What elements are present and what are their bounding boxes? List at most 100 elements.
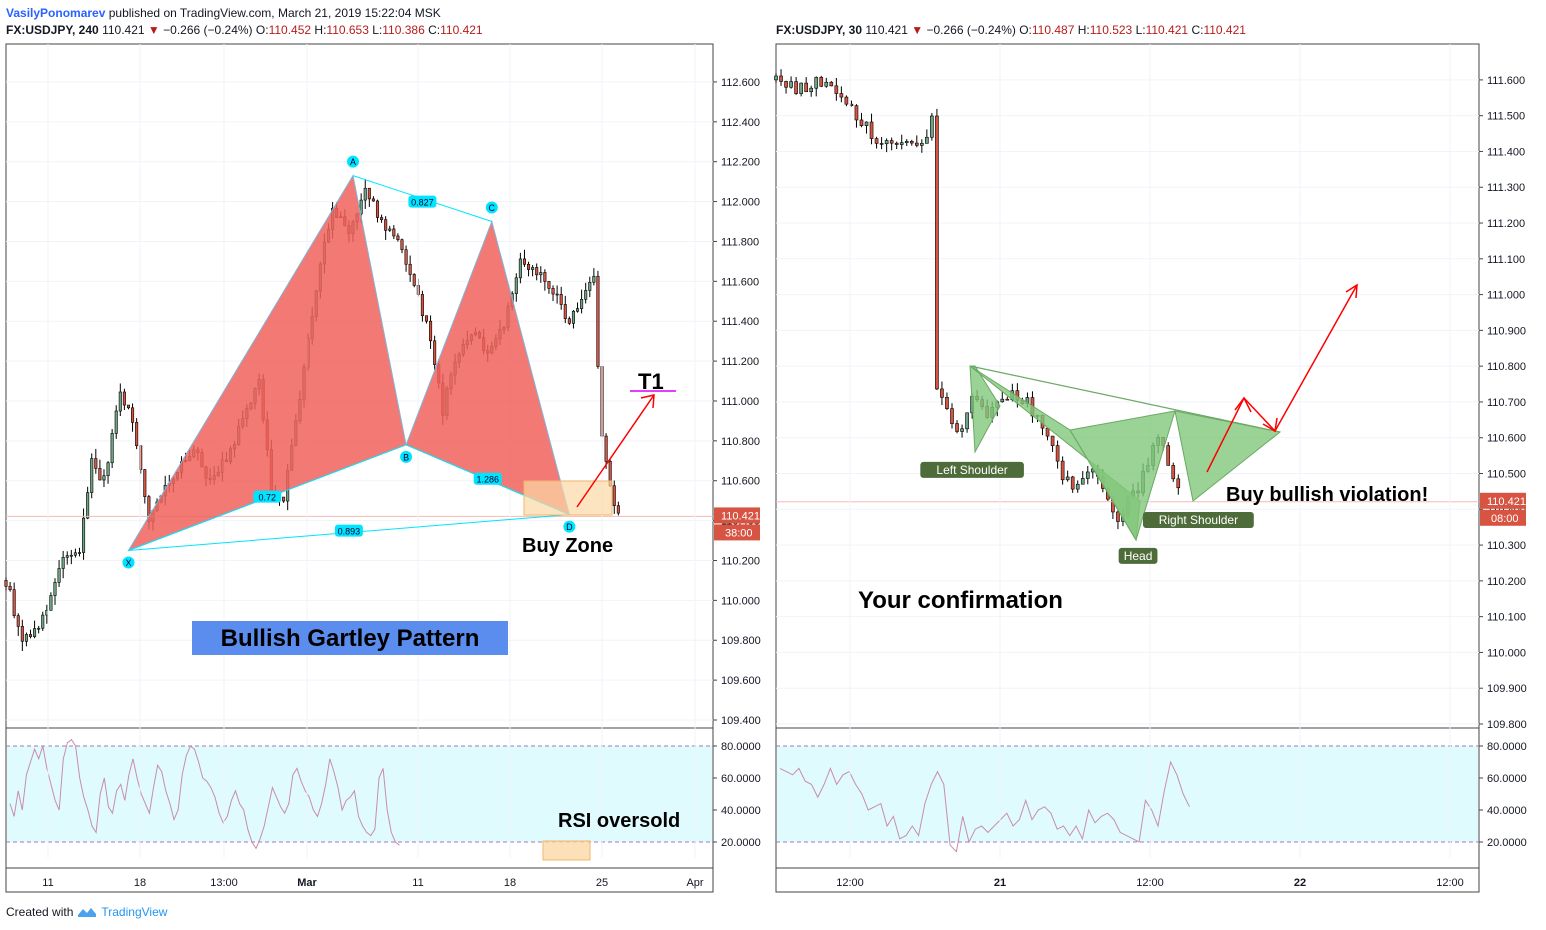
candle-body xyxy=(433,340,437,365)
candle-body xyxy=(143,469,147,497)
candle-body xyxy=(894,142,899,145)
ratio-badge xyxy=(253,490,282,503)
y-tick-label: 112.000 xyxy=(721,197,760,209)
pattern-point-marker xyxy=(563,520,576,533)
candle-body xyxy=(616,505,620,514)
candle-body xyxy=(396,235,400,241)
hs-left-shoulder xyxy=(969,365,1001,454)
pattern-point-label: A xyxy=(350,157,356,167)
ratio-label: 1.286 xyxy=(476,475,499,485)
l-label: L: xyxy=(1135,23,1146,37)
candle-body xyxy=(612,485,616,506)
candle-body xyxy=(16,615,20,627)
hs-label: Left Shoulder xyxy=(936,463,1007,477)
candle-body xyxy=(563,304,567,319)
candle-body xyxy=(392,228,396,237)
publish-line: VasilyPonomarev published on TradingView… xyxy=(6,6,441,20)
y-tick-label: 110.200 xyxy=(721,555,760,567)
candle-body xyxy=(799,82,803,94)
candle-body xyxy=(135,422,139,447)
candle-body xyxy=(551,288,555,295)
candle-body xyxy=(102,475,106,481)
candle-body xyxy=(945,397,949,409)
pattern-point-marker xyxy=(400,450,413,463)
candle-body xyxy=(547,281,551,289)
candle-body xyxy=(874,138,879,144)
y-tick-label: 110.600 xyxy=(1487,433,1526,445)
candle-body xyxy=(1055,445,1060,462)
x-tick-label: 12:00 xyxy=(1136,877,1164,889)
candle-body xyxy=(1080,478,1085,485)
pattern-point-label: C xyxy=(489,203,496,213)
target-arrow xyxy=(576,394,655,508)
right-symbol[interactable]: FX:USDJPY, 30 xyxy=(776,23,863,37)
candle-body xyxy=(1166,445,1171,466)
author-link[interactable]: VasilyPonomarev xyxy=(6,6,106,20)
candle-body xyxy=(1070,476,1075,490)
rsi-band xyxy=(7,746,712,842)
right-change: −0.266 (−0.24%) xyxy=(926,23,1016,37)
left-close: 110.421 xyxy=(440,23,483,37)
left-chart[interactable]: 112.600 112.400 112.200 112.000 111.800 111.6… xyxy=(0,40,768,900)
candle-body xyxy=(834,85,839,94)
candle-body xyxy=(388,228,392,231)
candle-body xyxy=(904,141,909,143)
candle-body xyxy=(839,93,844,98)
y-tick-label: 110.800 xyxy=(1487,361,1526,373)
candle-body xyxy=(37,627,41,630)
price-tag xyxy=(714,507,760,524)
candle-body xyxy=(106,462,110,477)
y-tick-label: 110.200 xyxy=(1487,576,1526,588)
candle-body xyxy=(28,634,33,637)
y-tick-label: 111.400 xyxy=(1487,146,1525,158)
left-symbol[interactable]: FX:USDJPY, 240 xyxy=(6,23,99,37)
y-tick-label: 111.100 xyxy=(1487,254,1525,266)
hs-label-box xyxy=(1143,512,1254,529)
candle-body xyxy=(384,219,388,231)
countdown-label: 38:00 xyxy=(725,527,753,539)
candle-body xyxy=(69,554,73,557)
countdown-label: 08:00 xyxy=(1491,513,1519,525)
neckline xyxy=(969,365,1281,433)
candle-body xyxy=(1116,511,1120,522)
candle-body xyxy=(824,81,829,87)
candle-body xyxy=(854,105,859,121)
countdown-tag xyxy=(1480,509,1526,526)
candle-body xyxy=(82,517,86,553)
candle-body xyxy=(359,199,363,215)
y-tick-label: 111.600 xyxy=(1487,75,1525,87)
rsi-tick-label: 40.0000 xyxy=(721,805,761,817)
right-chart[interactable]: 111.600 111.500 111.400 111.300 111.200 111.1… xyxy=(770,40,1540,900)
candle-body xyxy=(543,272,547,282)
ratio-label: 0.893 xyxy=(338,527,361,537)
candle-body xyxy=(940,388,944,398)
h-label: H: xyxy=(314,23,327,37)
rsi-tick-label: 80.0000 xyxy=(721,741,761,753)
candle-body xyxy=(53,582,57,596)
y-tick-label: 109.400 xyxy=(721,715,761,727)
candle-body xyxy=(375,200,380,218)
footer-brand[interactable]: TradingView xyxy=(101,905,168,919)
candle-body xyxy=(86,492,90,519)
y-tick-label: 110.300 xyxy=(1487,540,1526,552)
y-tick-label: 109.900 xyxy=(1487,683,1527,695)
candle-body xyxy=(24,634,28,642)
hs-right-shoulder xyxy=(1174,410,1282,502)
buy-zone-box xyxy=(523,480,613,516)
x-tick-label: 12:00 xyxy=(1436,877,1464,889)
y-tick-label: 111.300 xyxy=(1487,182,1525,194)
y-tick-label: 110.100 xyxy=(1487,612,1526,624)
candle-body xyxy=(114,410,118,434)
candle-body xyxy=(884,140,889,145)
candle-body xyxy=(960,428,964,432)
candle-body xyxy=(367,187,371,200)
y-tick-label: 110.600 xyxy=(721,476,760,488)
right-legend: FX:USDJPY, 30 110.421 ▼ −0.266 (−0.24%) … xyxy=(776,23,1246,37)
pattern-title: Bullish Gartley Pattern xyxy=(221,625,480,652)
x-tick-label: 11 xyxy=(412,877,423,889)
right-price: 110.421 xyxy=(865,23,908,37)
candle-body xyxy=(914,142,919,146)
countdown-tag xyxy=(714,524,760,541)
rsi-tick-label: 40.0000 xyxy=(1487,805,1527,817)
candle-body xyxy=(955,423,959,432)
